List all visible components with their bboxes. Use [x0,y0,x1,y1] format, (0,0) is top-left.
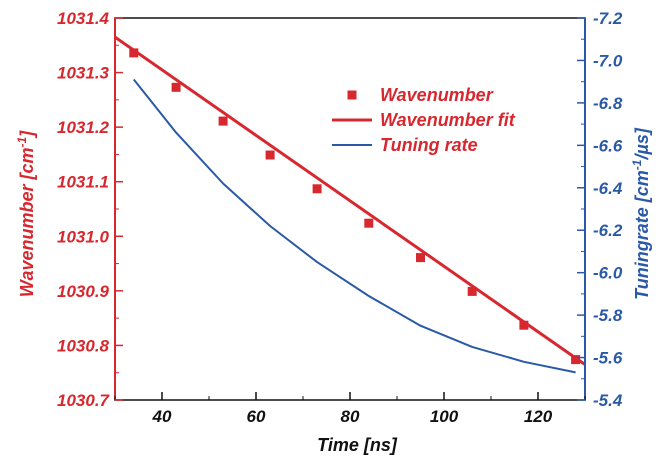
legend: Wavenumber Wavenumber fit Tuning rate [332,85,516,155]
data-point-wavenumber [312,184,322,194]
y-axis-right-title-superscript: -1 [630,159,644,170]
y-axis-right-title-main: Tuningrate [cm [632,170,652,300]
x-tick-label: 100 [430,407,459,426]
legend-label: Wavenumber fit [380,110,516,130]
x-tick-label: 80 [341,407,360,426]
y-right-tick-label: -6.2 [593,221,623,240]
y-axis-right-title: Tuningrate [cm-1/µs] [630,127,652,300]
data-point-wavenumber [467,286,477,296]
y-right-tick-label: -6.6 [593,136,623,155]
y-right-tick-label: -5.8 [593,306,623,325]
y-left-tick-label: 1031.2 [57,118,110,137]
data-point-wavenumber [364,218,374,228]
legend-label: Wavenumber [380,85,494,105]
y-axis-left-title: Wavenumber [cm-1] [15,130,37,297]
y-right-tick-label: -7.2 [593,9,623,28]
x-tick-label: 40 [152,407,172,426]
y-right-tick-label: -5.4 [593,391,623,410]
series-line-wavenumber-fit [114,35,586,366]
data-point-wavenumber [416,253,425,263]
x-tick-label: 60 [247,407,266,426]
legend-label: Tuning rate [380,135,478,155]
plot-area [114,35,586,374]
y-left-tick-label: 1030.8 [57,336,110,355]
data-point-wavenumber [171,82,181,92]
data-point-wavenumber [519,320,529,330]
plot-frame [114,17,586,401]
y-right-tick-label: -7.0 [593,51,623,70]
y-right-tick-label: -5.6 [593,349,623,368]
axes: 40 60 80 100 120 1030.7 1030.8 1030.9 1031.0 1031… [57,9,623,426]
y-left-tick-label: 1031.4 [57,9,110,28]
series-line-tuning-rate [133,78,576,374]
y-axis-left-title-main: Wavenumber [cm [17,147,37,297]
data-point-wavenumber [265,150,275,160]
y-axis-left-title-superscript: -1 [15,136,29,147]
y-left-tick-label: 1030.9 [57,282,110,301]
y-left-tick-label: 1031.1 [57,173,109,192]
y-axis-right-title-end: /µs] [632,127,652,160]
y-left-tick-label: 1031.3 [57,64,110,83]
x-axis-title: Time [ns] [317,435,398,455]
y-right-tick-label: -6.8 [593,94,623,113]
data-point-wavenumber [218,116,228,126]
y-right-tick-label: -6.4 [593,179,623,198]
y-right-tick-label: -6.0 [593,264,623,283]
legend-marker-wavenumber [347,90,357,100]
y-axis-left-title-end: ] [17,130,37,139]
x-tick-label: 120 [524,407,553,426]
y-left-tick-label: 1031.0 [57,227,110,246]
data-point-wavenumber [129,48,139,58]
y-left-tick-label: 1030.7 [57,391,111,410]
